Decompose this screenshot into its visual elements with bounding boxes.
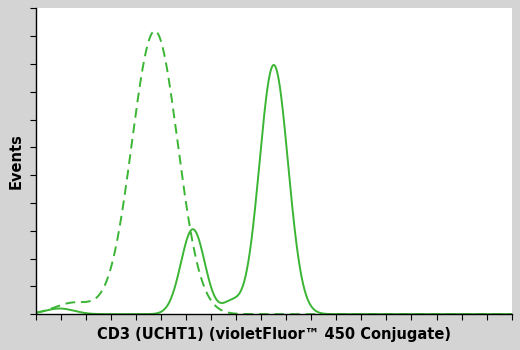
X-axis label: CD3 (UCHT1) (violetFluor™ 450 Conjugate): CD3 (UCHT1) (violetFluor™ 450 Conjugate) <box>97 327 451 342</box>
Y-axis label: Events: Events <box>8 133 23 189</box>
